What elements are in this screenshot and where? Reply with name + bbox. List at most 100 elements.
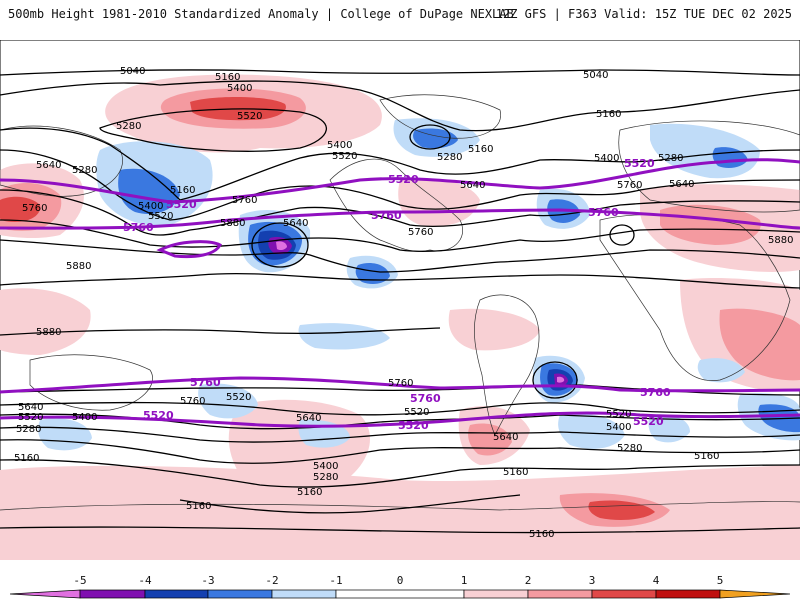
- contour-label: 5640: [18, 402, 43, 413]
- contour-label: 5400: [138, 201, 163, 212]
- reference-contour-label: 5760: [123, 221, 154, 234]
- reference-contour-label: 5760: [410, 392, 441, 405]
- contour-label: 5760: [232, 195, 257, 206]
- contour-label-group: 5040 5040 5160 5160 5160 5160 5160 5160 …: [14, 66, 793, 540]
- colorbar-tick: 0: [397, 574, 404, 587]
- contour-5160: [0, 80, 800, 132]
- contour-label: 5400: [72, 412, 97, 423]
- contour-label: 5880: [768, 235, 793, 246]
- asia-outline: [0, 125, 123, 197]
- contour-label: 5520: [606, 409, 631, 420]
- contour-label: 5040: [120, 66, 145, 77]
- reference-contour-label: 5760: [190, 376, 221, 389]
- reference-contour-label: 5520: [166, 198, 197, 211]
- anomaly-neg1: [558, 413, 625, 449]
- anomaly-map[interactable]: 5040 5040 5160 5160 5160 5160 5160 5160 …: [0, 40, 800, 560]
- reference-5880-ring: [156, 240, 223, 259]
- contour-5160-sh2: [179, 494, 521, 514]
- colorbar-bin: [9, 589, 81, 599]
- map-panel[interactable]: 5040 5040 5160 5160 5160 5160 5160 5160 …: [0, 40, 800, 560]
- reference-contour-label: 5520: [143, 409, 174, 422]
- contour-label: 5760: [617, 180, 642, 191]
- reference-5520-sh: [0, 411, 800, 428]
- contour-label: 5280: [116, 121, 141, 132]
- colorbar-bin: [207, 589, 273, 599]
- contour-label: 5160: [170, 185, 195, 196]
- colorbar-tick: 4: [653, 574, 660, 587]
- antarctica-coast: [0, 501, 800, 511]
- anomaly-neg1: [298, 323, 390, 350]
- contour-label: 5520: [148, 211, 173, 222]
- contour-label: 5640: [669, 179, 694, 190]
- contour-closed-low-atlantic: [409, 124, 451, 150]
- contour-label: 5160: [297, 487, 322, 498]
- contour-closed-low-pacific: [251, 222, 309, 268]
- contour-5880: [0, 272, 800, 289]
- colorbar-svg: -5 -4 -3 -2 -1 0 1 2 3 4 5: [9, 574, 791, 599]
- contour-5280-sh: [0, 439, 800, 464]
- contour-label: 5520: [226, 392, 251, 403]
- contour-label: 5280: [313, 472, 338, 483]
- contour-label: 5520: [237, 111, 262, 122]
- greenland-outline: [379, 94, 501, 139]
- reference-5760-nh: [0, 208, 800, 230]
- contour-label: 5400: [313, 461, 338, 472]
- contour-5160-pole: [0, 526, 800, 534]
- colorbar-tick: -3: [201, 574, 214, 587]
- anomaly-pos1: [0, 465, 800, 560]
- contour-5280: [0, 127, 800, 201]
- contour-label: 5280: [72, 165, 97, 176]
- contour-label: 5280: [658, 153, 683, 164]
- contour-label: 5880: [36, 327, 61, 338]
- contour-label: 5640: [296, 413, 321, 424]
- contour-label: 5520: [404, 407, 429, 418]
- contour-label: 5280: [437, 152, 462, 163]
- reference-contours: [0, 158, 800, 428]
- contour-5400-high: [99, 108, 327, 152]
- contour-label: 5400: [606, 422, 631, 433]
- colorbar-tick: -4: [138, 574, 152, 587]
- anomaly-neg5: [557, 376, 565, 383]
- colorbar-bin: [527, 589, 593, 599]
- colorbar-bin: [463, 589, 529, 599]
- reference-5760-sh: [0, 376, 800, 394]
- colorbar-bin: [719, 589, 791, 599]
- colorbar-tick: -1: [329, 574, 342, 587]
- contour-5880-south: [0, 327, 441, 336]
- colorbar: -5 -4 -3 -2 -1 0 1 2 3 4 5: [0, 568, 800, 600]
- anomaly-pos3: [0, 196, 41, 222]
- anomaly-neg5: [276, 241, 287, 251]
- colorbar-tick: 1: [461, 574, 468, 587]
- contour-label: 5160: [186, 501, 211, 512]
- contour-label: 5400: [227, 83, 252, 94]
- contour-label: 5160: [468, 144, 493, 155]
- reference-contour-label: 5520: [398, 419, 429, 432]
- contour-5160-sh: [0, 459, 800, 488]
- contour-closed-low-sa: [532, 361, 578, 399]
- contour-label: 5880: [220, 218, 245, 229]
- anomaly-neg1: [697, 358, 745, 383]
- reference-contour-label: 5760: [371, 209, 402, 222]
- colorbar-bin: [591, 589, 657, 599]
- reference-contour-label: 5520: [388, 173, 419, 186]
- colorbar-bin: [271, 589, 337, 599]
- contour-label: 5520: [332, 151, 357, 162]
- anomaly-neg2: [355, 263, 390, 284]
- coastlines: [0, 94, 800, 511]
- model-valid-time: 12Z GFS | F363 Valid: 15Z TUE DEC 02 202…: [495, 7, 792, 21]
- header: 500mb Height 1981-2010 Standardized Anom…: [0, 0, 800, 30]
- contour-label: 5640: [493, 432, 518, 443]
- reference-label-group: 5520 5520 5520 5520 5520 5520 5760 5760 …: [123, 157, 671, 432]
- contour-closed-low-atl2: [609, 224, 635, 246]
- contour-5760: [0, 239, 800, 273]
- south-america-outline: [474, 294, 540, 436]
- map-title: 500mb Height 1981-2010 Standardized Anom…: [8, 7, 514, 21]
- north-america-outline: [329, 158, 463, 252]
- colorbar-tick: 5: [717, 574, 724, 587]
- contour-label: 5280: [16, 424, 41, 435]
- anomaly-pos1: [448, 308, 540, 351]
- reference-contour-label: 5760: [640, 386, 671, 399]
- colorbar-bin: [79, 589, 146, 599]
- contour-label: 5160: [503, 467, 528, 478]
- contour-label: 5160: [596, 109, 621, 120]
